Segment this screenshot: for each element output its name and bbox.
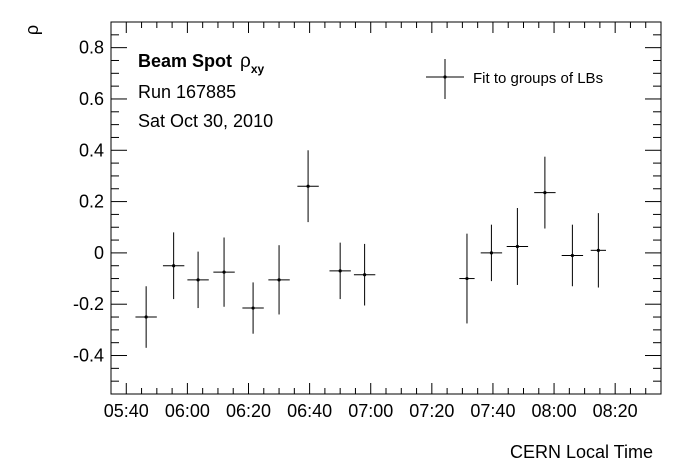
legend-marker-dot xyxy=(443,75,447,79)
point-marker xyxy=(489,251,494,255)
x-tick-label: 08:00 xyxy=(532,401,577,421)
data-point xyxy=(135,286,157,348)
y-ticks: 0.8 0.6 0.4 0.2 0 -0.2 -0.4 xyxy=(73,21,661,395)
y-tick-label: -0.4 xyxy=(73,346,104,366)
data-point xyxy=(506,208,529,285)
data-point xyxy=(329,242,351,300)
y-tick-label: 0 xyxy=(94,243,104,263)
x-tick-label: 06:20 xyxy=(226,401,271,421)
point-marker xyxy=(596,248,600,252)
point-marker xyxy=(172,264,176,268)
point-marker xyxy=(363,273,367,277)
y-tick-label: -0.2 xyxy=(73,294,104,314)
y-tick-label: 0.8 xyxy=(79,38,104,58)
point-marker xyxy=(251,306,255,310)
point-marker xyxy=(543,191,547,195)
x-tick-label: 07:40 xyxy=(470,401,515,421)
point-marker xyxy=(144,315,148,319)
data-point xyxy=(187,251,209,309)
rho-subscript: xy xyxy=(251,62,265,76)
y-tick-label: 0.4 xyxy=(79,140,104,160)
point-marker xyxy=(515,244,519,249)
legend: Fit to groups of LBs xyxy=(426,59,603,99)
data-point xyxy=(213,237,235,307)
x-tick-label: 06:00 xyxy=(165,401,210,421)
rho-symbol: ρ xyxy=(240,51,251,72)
data-point xyxy=(590,213,606,288)
beam-spot-title-bold: Beam Spot xyxy=(138,51,232,71)
x-tick-label: 07:20 xyxy=(409,401,454,421)
x-tick-label: 07:00 xyxy=(348,401,393,421)
point-marker xyxy=(570,253,574,258)
point-marker xyxy=(277,278,281,282)
x-tick-label: 08:20 xyxy=(593,401,638,421)
data-points xyxy=(135,150,606,348)
data-point xyxy=(534,156,556,229)
legend-label: Fit to groups of LBs xyxy=(473,70,603,87)
point-marker xyxy=(196,278,200,282)
point-marker xyxy=(465,276,469,281)
run-number: Run 167885 xyxy=(138,82,236,102)
x-tick-label: 06:40 xyxy=(287,401,332,421)
point-marker xyxy=(306,184,310,188)
y-axis-label: ρ xyxy=(22,25,42,35)
beam-spot-title: Beam Spot ρxy xyxy=(138,51,265,76)
point-marker xyxy=(222,270,226,274)
data-point xyxy=(480,224,503,282)
point-marker xyxy=(338,269,342,273)
data-point xyxy=(268,245,290,315)
x-ticks: 05:40 06:00 06:20 06:40 07:00 07:20 07:40 08:00… xyxy=(104,22,662,421)
y-tick-label: 0.6 xyxy=(79,89,104,109)
data-point xyxy=(242,282,264,334)
data-point xyxy=(162,232,185,300)
x-tick-label: 05:40 xyxy=(104,401,149,421)
data-point xyxy=(353,243,376,306)
y-tick-label: 0.2 xyxy=(79,192,104,212)
x-axis-label: CERN Local Time xyxy=(510,442,653,462)
run-date: Sat Oct 30, 2010 xyxy=(138,111,273,131)
data-point xyxy=(561,224,584,287)
data-point xyxy=(459,233,475,324)
data-point xyxy=(297,150,319,223)
